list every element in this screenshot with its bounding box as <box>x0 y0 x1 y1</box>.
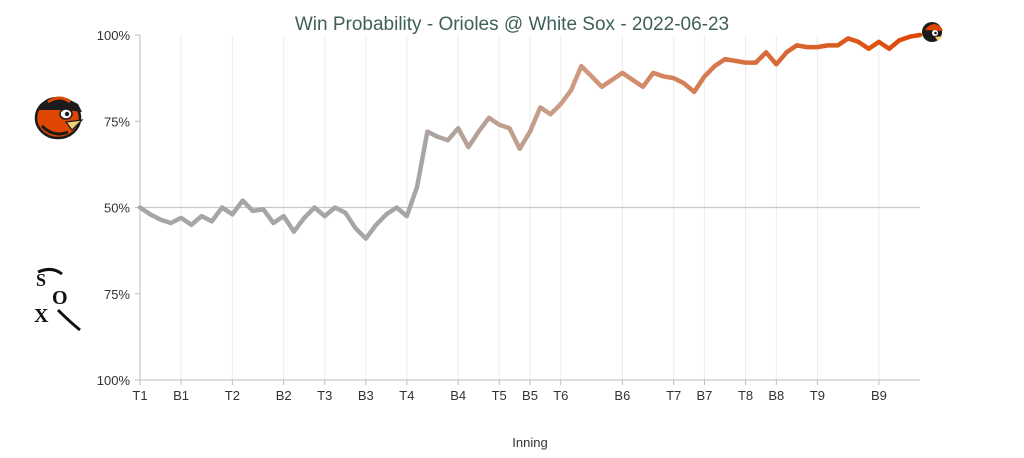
y-tick-label: 75% <box>104 114 130 129</box>
x-tick-labels: T1 B1 T2 B2 T3 B3 T4 B4 T5 B5 T6 B6 T7 B7 T8 B8 T9 B9 <box>132 388 886 403</box>
y-tick-label: 100% <box>97 373 131 388</box>
x-tick-label: B2 <box>276 388 292 403</box>
y-tick-label: 100% <box>97 28 131 43</box>
x-tick-label: T1 <box>132 388 147 403</box>
x-tick-label: B3 <box>358 388 374 403</box>
y-tick-labels: 100% 75% 50% 75% 100% <box>97 28 131 388</box>
x-tick-label: B9 <box>871 388 887 403</box>
y-tick-label: 50% <box>104 201 130 216</box>
y-tick-label: 75% <box>104 287 130 302</box>
x-tick-label: B7 <box>697 388 713 403</box>
end-marker-orioles-icon <box>922 22 943 42</box>
x-tick-label: T4 <box>399 388 414 403</box>
svg-text:S: S <box>36 270 46 290</box>
chart-title: Win Probability - Orioles @ White Sox - … <box>295 14 729 35</box>
x-tick-label: T6 <box>553 388 568 403</box>
x-tick-label: B6 <box>614 388 630 403</box>
x-tick-label: T5 <box>492 388 507 403</box>
svg-text:O: O <box>52 287 68 309</box>
x-axis-label: Inning <box>512 435 547 450</box>
x-tick-label: B4 <box>450 388 466 403</box>
x-tick-label: T3 <box>317 388 332 403</box>
x-tick-label: B8 <box>768 388 784 403</box>
x-tick-label: T9 <box>810 388 825 403</box>
x-tick-label: B1 <box>173 388 189 403</box>
x-tick-label: T8 <box>738 388 753 403</box>
win-probability-line <box>137 32 923 241</box>
white-sox-logo-icon: S O X <box>34 267 81 332</box>
series-layer <box>137 32 923 241</box>
x-tick-label: B5 <box>522 388 538 403</box>
x-tick-label: T7 <box>666 388 681 403</box>
x-tick-label: T2 <box>225 388 240 403</box>
orioles-logo-icon <box>34 96 84 140</box>
svg-text:X: X <box>34 305 49 327</box>
